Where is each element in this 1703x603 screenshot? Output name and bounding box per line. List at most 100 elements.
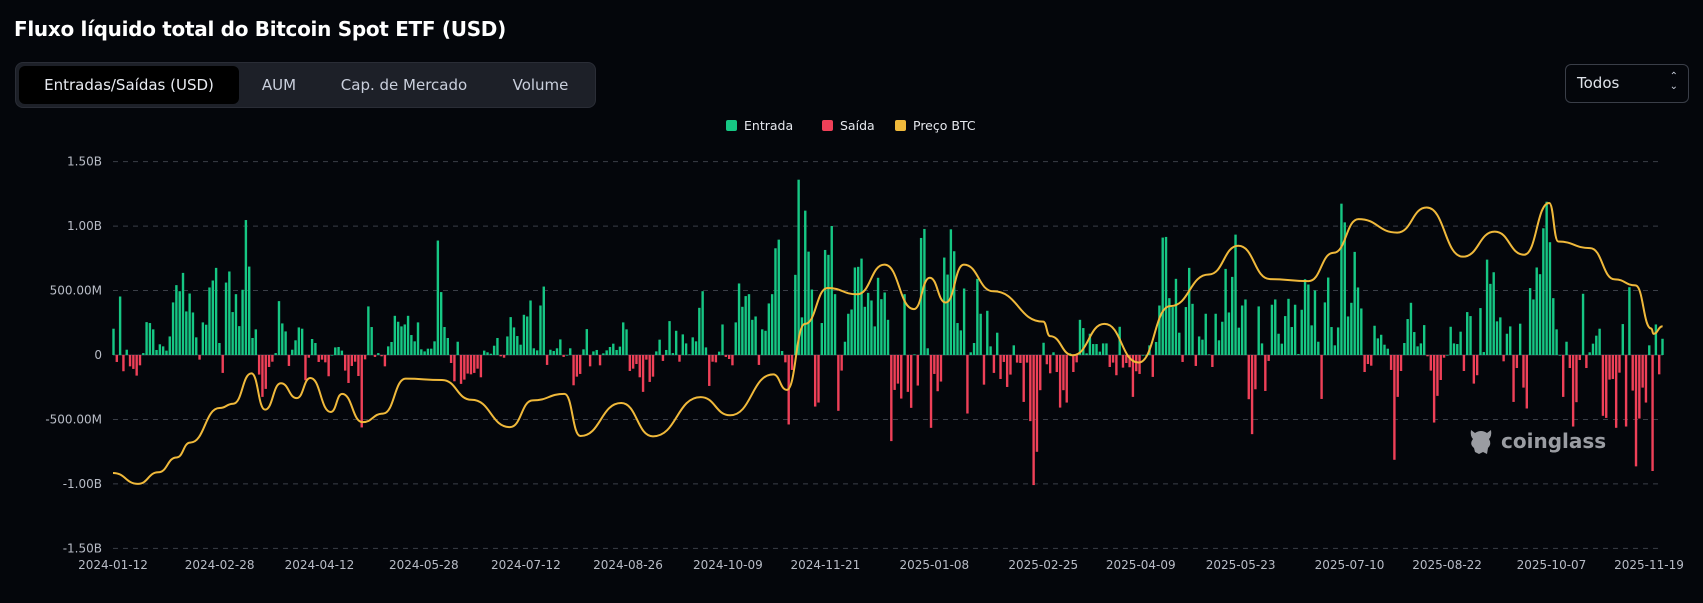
bar-outflow[interactable] — [383, 355, 387, 367]
bar-outflow[interactable] — [1462, 355, 1466, 371]
bar-outflow[interactable] — [1614, 355, 1618, 428]
bar-inflow[interactable] — [489, 353, 493, 355]
bar-outflow[interactable] — [714, 355, 718, 363]
bar-outflow[interactable] — [1396, 355, 1399, 397]
bar-inflow[interactable] — [529, 300, 532, 355]
bar-outflow[interactable] — [1002, 355, 1006, 362]
bar-inflow[interactable] — [284, 331, 287, 355]
bar-outflow[interactable] — [1247, 355, 1250, 400]
bar-inflow[interactable] — [876, 277, 880, 355]
bar-outflow[interactable] — [628, 355, 632, 371]
bar-outflow[interactable] — [1575, 355, 1578, 403]
bar-inflow[interactable] — [248, 266, 251, 355]
bar-outflow[interactable] — [267, 355, 271, 367]
legend-item-price[interactable]: Preço BTC — [895, 118, 976, 133]
bar-inflow[interactable] — [310, 339, 314, 355]
bar-inflow[interactable] — [509, 317, 512, 355]
bar-inflow[interactable] — [152, 329, 155, 355]
bar-inflow[interactable] — [1287, 298, 1290, 355]
bar-inflow[interactable] — [1555, 329, 1558, 355]
bar-inflow[interactable] — [1552, 298, 1555, 355]
bar-inflow[interactable] — [387, 346, 390, 355]
bar-inflow[interactable] — [903, 294, 906, 355]
bar-outflow[interactable] — [992, 355, 996, 373]
bar-outflow[interactable] — [1601, 355, 1605, 416]
bar-inflow[interactable] — [118, 296, 122, 355]
bar-inflow[interactable] — [1270, 304, 1274, 355]
bar-outflow[interactable] — [572, 355, 575, 386]
bar-outflow[interactable] — [257, 355, 261, 375]
bar-inflow[interactable] — [883, 292, 886, 355]
bar-inflow[interactable] — [1466, 312, 1469, 355]
bar-inflow[interactable] — [188, 293, 191, 355]
bar-outflow[interactable] — [198, 355, 201, 360]
bar-inflow[interactable] — [400, 326, 403, 355]
bar-outflow[interactable] — [1022, 355, 1025, 402]
bar-outflow[interactable] — [1432, 355, 1436, 423]
bar-inflow[interactable] — [433, 341, 436, 355]
bar-inflow[interactable] — [860, 258, 863, 355]
bar-inflow[interactable] — [1422, 325, 1426, 355]
bar-inflow[interactable] — [1085, 353, 1088, 355]
range-select[interactable]: Todos ⌃ ⌄ — [1565, 64, 1689, 103]
bar-inflow[interactable] — [1383, 344, 1386, 355]
bar-outflow[interactable] — [1657, 355, 1661, 375]
bar-outflow[interactable] — [1429, 355, 1433, 371]
bar-inflow[interactable] — [989, 346, 992, 355]
bar-inflow[interactable] — [1171, 307, 1174, 355]
bar-inflow[interactable] — [1416, 346, 1419, 355]
bar-inflow[interactable] — [704, 347, 708, 355]
bar-inflow[interactable] — [377, 353, 380, 355]
bar-outflow[interactable] — [1138, 355, 1141, 374]
bar-inflow[interactable] — [1201, 339, 1204, 355]
bar-inflow[interactable] — [1386, 348, 1389, 355]
bar-inflow[interactable] — [1280, 343, 1284, 355]
bar-outflow[interactable] — [1151, 355, 1154, 377]
bar-outflow[interactable] — [499, 355, 502, 357]
bar-outflow[interactable] — [1525, 355, 1528, 409]
bar-inflow[interactable] — [1277, 333, 1280, 355]
bar-inflow[interactable] — [390, 341, 393, 355]
bar-outflow[interactable] — [578, 355, 582, 374]
bar-outflow[interactable] — [727, 355, 731, 359]
bar-outflow[interactable] — [638, 355, 641, 378]
bar-outflow[interactable] — [363, 355, 367, 360]
bar-inflow[interactable] — [406, 315, 410, 355]
bar-inflow[interactable] — [1452, 343, 1456, 355]
bar-inflow[interactable] — [863, 306, 867, 355]
bar-inflow[interactable] — [1293, 304, 1297, 355]
bar-inflow[interactable] — [516, 336, 519, 355]
bar-inflow[interactable] — [337, 347, 340, 355]
bar-outflow[interactable] — [1320, 355, 1323, 399]
bar-inflow[interactable] — [486, 352, 489, 355]
bar-inflow[interactable] — [535, 350, 539, 355]
bar-inflow[interactable] — [1518, 323, 1522, 355]
bar-outflow[interactable] — [575, 355, 579, 377]
bar-inflow[interactable] — [833, 294, 837, 355]
bar-inflow[interactable] — [770, 294, 774, 355]
bar-inflow[interactable] — [1535, 267, 1538, 355]
bar-inflow[interactable] — [1154, 341, 1158, 355]
bar-outflow[interactable] — [261, 355, 264, 397]
bar-inflow[interactable] — [1092, 344, 1095, 355]
bar-inflow[interactable] — [330, 355, 334, 356]
bar-inflow[interactable] — [1340, 203, 1343, 355]
bar-inflow[interactable] — [625, 329, 628, 355]
bar-inflow[interactable] — [423, 351, 426, 355]
bar-inflow[interactable] — [195, 337, 198, 355]
bar-outflow[interactable] — [1399, 355, 1403, 371]
bar-inflow[interactable] — [1303, 279, 1307, 355]
bar-inflow[interactable] — [542, 286, 545, 355]
bar-outflow[interactable] — [1072, 355, 1075, 373]
bar-inflow[interactable] — [403, 324, 406, 355]
bar-inflow[interactable] — [1581, 293, 1585, 355]
bar-inflow[interactable] — [1178, 332, 1181, 355]
bar-outflow[interactable] — [264, 355, 267, 389]
bar-inflow[interactable] — [446, 337, 449, 355]
bar-inflow[interactable] — [165, 350, 168, 355]
bar-outflow[interactable] — [469, 355, 473, 375]
bar-outflow[interactable] — [1605, 355, 1608, 418]
bar-inflow[interactable] — [1356, 287, 1360, 355]
bar-outflow[interactable] — [502, 355, 506, 358]
bar-inflow[interactable] — [684, 343, 688, 355]
